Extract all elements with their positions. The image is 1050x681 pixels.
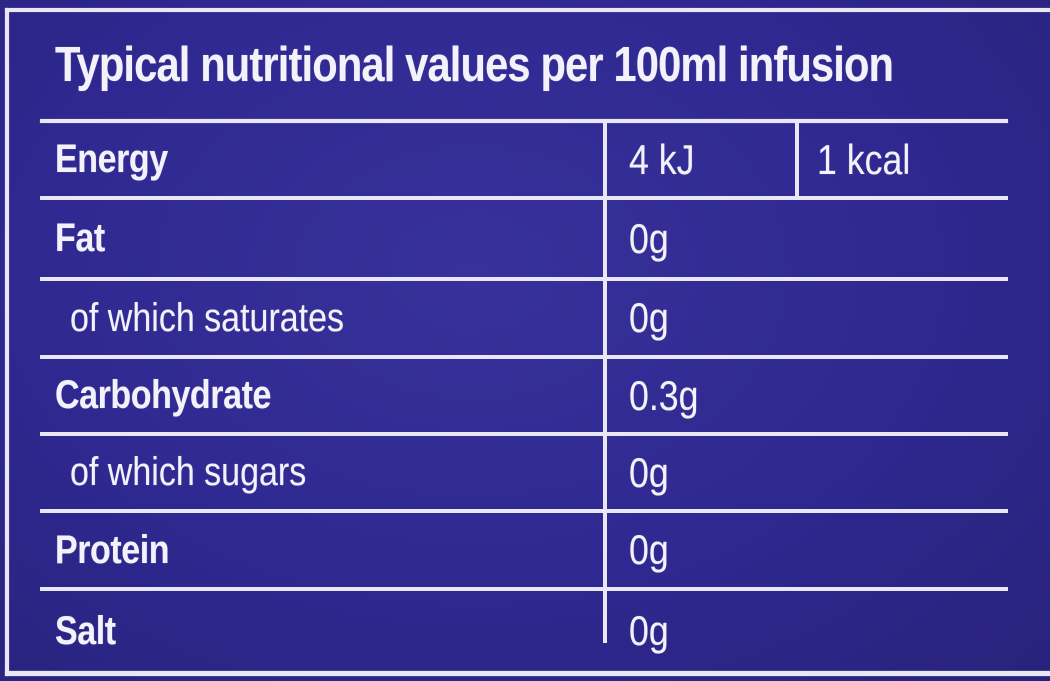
row-value-text: 0g (629, 214, 669, 262)
salt-row-divider (603, 591, 607, 643)
row-value: 0g (603, 513, 1008, 587)
row-sugars: of which sugars 0g (40, 436, 1008, 513)
row-value-kcal: 1 kcal (795, 123, 1008, 196)
panel-title: Typical nutritional values per 100ml inf… (55, 10, 1041, 119)
row-value: 0g (603, 436, 1008, 509)
panel-title-text: Typical nutritional values per 100ml inf… (55, 37, 894, 92)
row-label: Protein (40, 513, 603, 587)
row-label: Energy (40, 123, 603, 196)
row-value-text: 0g (629, 607, 669, 654)
row-value-text: 0g (629, 448, 669, 496)
row-label: of which sugars (40, 436, 603, 509)
row-protein: Protein 0g (40, 513, 1008, 591)
row-value-kj: 4 kJ (603, 123, 795, 196)
row-label: of which saturates (40, 281, 603, 355)
row-saturates: of which saturates 0g (40, 281, 1008, 359)
row-label: Carbohydrate (40, 359, 603, 432)
row-value-text: 4 kJ (629, 135, 695, 183)
row-label-text: Protein (55, 527, 170, 572)
row-label-text: Energy (55, 137, 168, 181)
row-label-text: Carbohydrate (55, 373, 271, 417)
row-fat: Fat 0g (40, 200, 1008, 281)
row-value-text: 0g (629, 294, 669, 341)
row-carbohydrate: Carbohydrate 0.3g (40, 359, 1008, 436)
row-label-text: of which saturates (70, 295, 345, 340)
row-value-text: 0g (629, 526, 669, 573)
row-value: 0g (603, 200, 1008, 277)
row-value-text: 0.3g (629, 371, 699, 419)
row-value: 0g (603, 281, 1008, 355)
row-value2-text: 1 kcal (817, 135, 911, 183)
row-salt: Salt 0g (40, 591, 1008, 671)
row-label-text: Fat (55, 216, 105, 260)
nutrition-table: Energy 4 kJ 1 kcal Fat 0g of which satur… (40, 123, 1008, 671)
row-value: 0g (603, 591, 1008, 671)
title-rule (40, 119, 1008, 123)
row-value: 0.3g (603, 359, 1008, 432)
row-energy: Energy 4 kJ 1 kcal (40, 123, 1008, 200)
row-label: Salt (40, 591, 603, 671)
row-label-text: Salt (55, 608, 116, 653)
panel-frame-top (5, 8, 1050, 12)
panel-frame-left (5, 8, 9, 676)
panel-frame-bottom (5, 671, 1050, 676)
row-label-text: of which sugars (70, 450, 307, 494)
row-label: Fat (40, 200, 603, 277)
